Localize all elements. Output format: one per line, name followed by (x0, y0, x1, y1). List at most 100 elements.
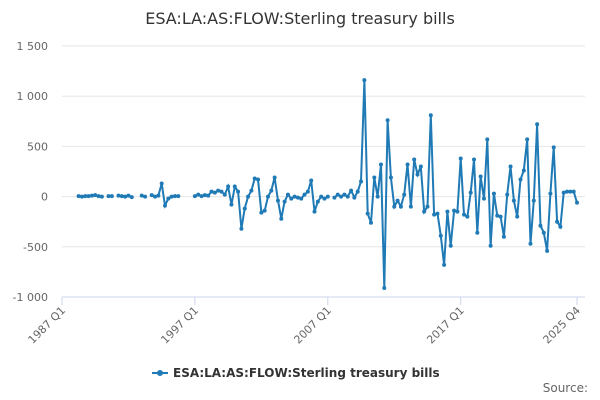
point (312, 209, 317, 214)
point (428, 113, 433, 118)
point (212, 190, 217, 195)
point (485, 137, 490, 142)
x-tick-label: 2007 Q1 (291, 304, 334, 347)
point (192, 194, 197, 199)
point (352, 195, 357, 200)
point (76, 194, 81, 199)
point (199, 194, 204, 199)
y-tick-label: 500 (27, 140, 48, 153)
x-tick-label: 1987 Q1 (26, 304, 69, 347)
point (425, 204, 430, 209)
point (478, 174, 483, 179)
point (99, 194, 104, 199)
point (385, 118, 390, 123)
point (388, 175, 393, 180)
point (432, 212, 437, 217)
point (232, 184, 237, 189)
point (472, 157, 476, 162)
point (415, 172, 420, 177)
point (153, 194, 158, 199)
series-line (78, 80, 578, 289)
point (89, 193, 94, 198)
legend-label: ESA:LA:AS:FLOW:Sterling treasury bills (173, 366, 440, 380)
point (442, 262, 447, 267)
point (196, 192, 201, 197)
point (202, 193, 207, 198)
point (149, 193, 154, 198)
point (369, 220, 373, 225)
point (498, 214, 503, 219)
point (129, 195, 134, 200)
point (412, 157, 417, 162)
point (79, 194, 84, 199)
point (302, 192, 307, 197)
point (392, 204, 397, 209)
point (548, 191, 553, 196)
point (505, 192, 510, 197)
point (309, 178, 314, 183)
point (172, 194, 177, 199)
y-tick-label: -500 (23, 241, 48, 254)
point (126, 193, 131, 198)
point (325, 194, 330, 199)
point (521, 168, 526, 173)
point (319, 194, 324, 199)
point (236, 189, 241, 194)
x-tick-label: 1997 Q1 (158, 304, 201, 347)
point (558, 224, 563, 229)
y-tick-label: 0 (41, 191, 48, 204)
point (541, 230, 546, 235)
point (272, 175, 277, 180)
point (382, 285, 387, 290)
point (518, 177, 523, 182)
point (266, 194, 270, 199)
point (322, 196, 327, 201)
point (252, 176, 257, 181)
point (535, 122, 540, 127)
point (501, 234, 506, 239)
point (216, 188, 221, 193)
point (285, 192, 290, 197)
point (405, 162, 410, 167)
point (408, 204, 413, 209)
point (96, 194, 101, 199)
point (365, 211, 370, 216)
point (166, 196, 171, 201)
point (246, 194, 251, 199)
point (455, 209, 460, 214)
point (448, 243, 453, 248)
point (488, 243, 493, 248)
point (349, 188, 354, 193)
point (555, 219, 560, 224)
point (295, 195, 300, 200)
point (335, 192, 340, 197)
point (481, 196, 486, 201)
point (256, 177, 261, 182)
point (345, 194, 350, 199)
point (139, 193, 144, 198)
point (511, 198, 516, 203)
point (462, 212, 467, 217)
x-tick-label: 2025 Q4 (541, 304, 584, 347)
point (86, 194, 91, 199)
point (239, 226, 244, 231)
point (571, 189, 576, 194)
point (515, 214, 520, 219)
point (163, 203, 167, 208)
point (491, 191, 496, 196)
point (242, 206, 247, 211)
point (269, 188, 274, 193)
legend-marker (157, 370, 163, 376)
point (565, 189, 570, 194)
point (219, 189, 224, 194)
point (435, 211, 440, 216)
y-tick-label: -1 000 (13, 291, 48, 304)
point (299, 196, 304, 201)
point (475, 230, 480, 235)
point (109, 194, 114, 199)
point (123, 194, 128, 199)
point (531, 198, 536, 203)
point (362, 78, 367, 83)
point (275, 198, 280, 203)
